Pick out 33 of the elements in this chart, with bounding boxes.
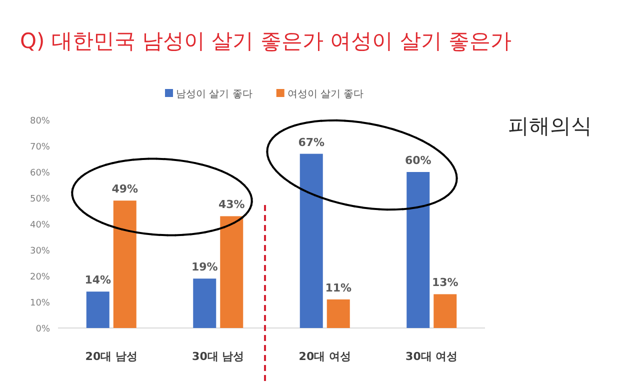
legend-label: 남성이 살기 좋다 <box>176 89 252 100</box>
y-tick-label: 20% <box>30 272 50 282</box>
data-label: 14% <box>84 274 112 287</box>
y-tick-label: 80% <box>30 116 50 126</box>
bar <box>113 200 136 328</box>
text: 피해의식 <box>508 114 592 138</box>
x-tick-label: 30대 여성 <box>406 350 458 363</box>
data-label: 60% <box>404 154 432 167</box>
x-tick-label: 20대 남성 <box>85 350 138 363</box>
y-tick-label: 30% <box>30 246 50 256</box>
y-tick-label: 10% <box>30 298 50 308</box>
bar <box>434 294 457 328</box>
y-tick-label: 50% <box>30 194 50 204</box>
data-label: 67% <box>298 136 325 149</box>
data-label: 49% <box>112 182 138 196</box>
x-tick-label: 30대 남성 <box>192 350 244 363</box>
bar <box>220 216 244 328</box>
bar <box>86 292 110 328</box>
data-label: 43% <box>218 198 245 212</box>
x-tick-label: 20대 여성 <box>298 350 351 363</box>
y-tick-label: 60% <box>30 168 50 178</box>
bar <box>406 172 430 328</box>
data-label: 19% <box>191 260 218 274</box>
y-tick-label: 40% <box>30 220 50 230</box>
chart-title: Q) 대한민국 남성이 살기 좋은가 여성이 살기 좋은가 <box>20 29 512 53</box>
y-tick-label: 70% <box>30 142 50 152</box>
y-tick-label: 0% <box>36 324 50 334</box>
data-label: 11% <box>325 281 352 294</box>
bar <box>326 299 350 328</box>
bar <box>193 278 216 328</box>
legend-label: 여성이 살기 좋다 <box>287 89 364 100</box>
bar <box>300 154 323 328</box>
data-label: 13% <box>432 276 458 290</box>
